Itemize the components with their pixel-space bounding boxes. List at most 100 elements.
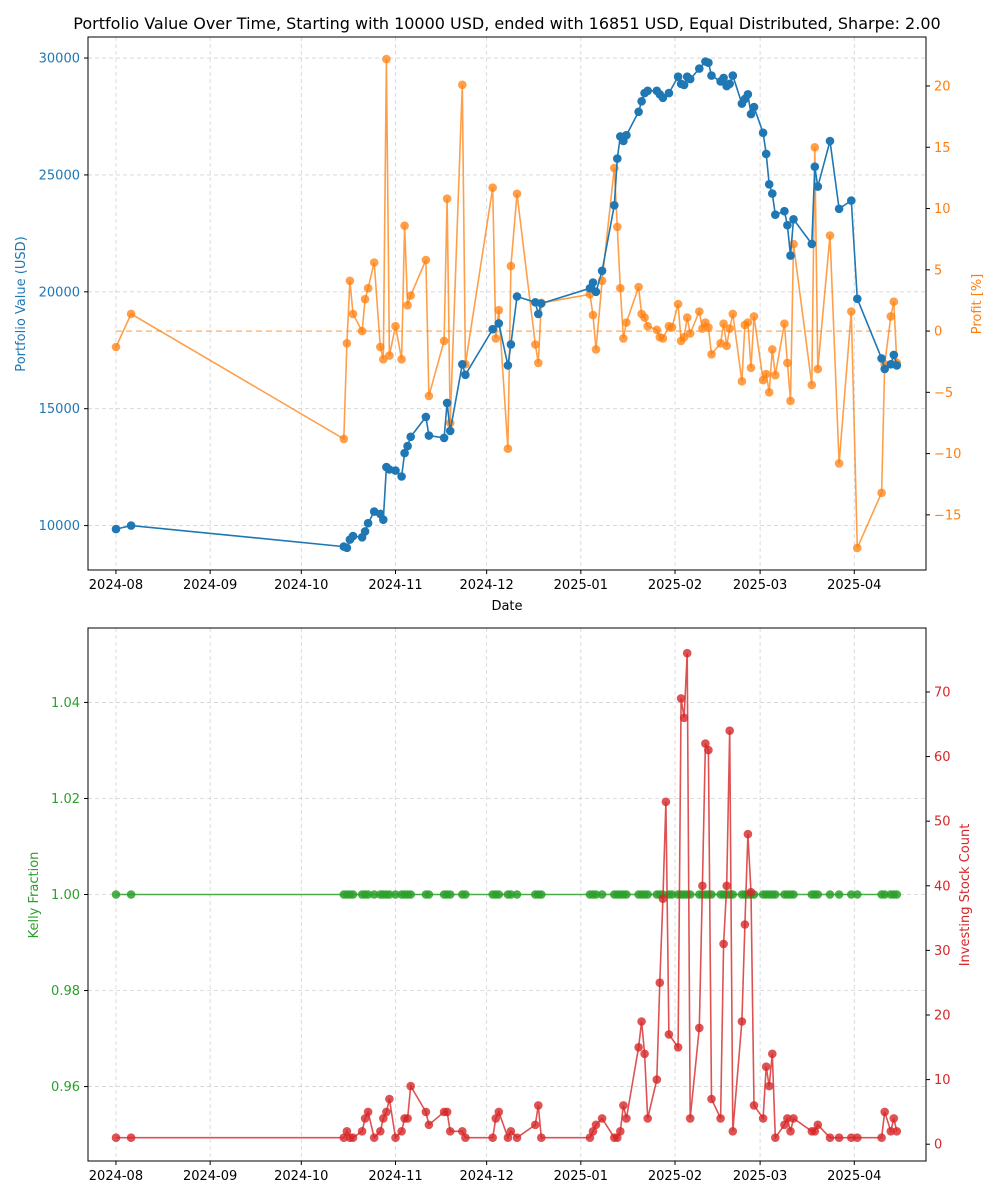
portfolio-series-point xyxy=(421,412,431,422)
portfolio-series-point xyxy=(786,251,795,260)
profit-series-point xyxy=(707,350,716,359)
profit-series-point xyxy=(889,297,899,307)
count-series-point xyxy=(397,1127,406,1136)
count-series-point xyxy=(728,1127,738,1136)
x-tick-label: 2024-11 xyxy=(368,578,422,593)
portfolio-series-point xyxy=(758,128,768,138)
profit-series-point xyxy=(825,231,835,240)
plot-frame xyxy=(87,627,927,1162)
portfolio-series-point xyxy=(503,361,513,370)
count-series-point xyxy=(652,1075,662,1084)
kelly-series-point xyxy=(406,890,416,899)
count-series-point xyxy=(640,1049,649,1059)
y-right-tick-label: 70 xyxy=(934,685,951,700)
portfolio-series-point xyxy=(707,71,716,80)
kelly-series-point xyxy=(771,890,780,899)
profit-series-point xyxy=(877,488,886,498)
kelly-series-point xyxy=(597,890,607,899)
portfolio-series-point xyxy=(458,360,467,369)
portfolio-series-point xyxy=(825,136,835,146)
profit-series-point xyxy=(503,444,513,454)
profit-series-point xyxy=(345,276,355,286)
portfolio-series-point xyxy=(834,204,844,214)
portfolio-series-point xyxy=(360,527,370,536)
profit-series-point xyxy=(667,323,677,332)
profit-series-point xyxy=(385,351,394,360)
count-series-point xyxy=(834,1133,844,1142)
count-series-point xyxy=(780,1120,789,1130)
profit-series-point xyxy=(783,358,792,368)
profit-series-point xyxy=(506,261,516,271)
portfolio-series-point xyxy=(363,518,373,528)
portfolio-series-point xyxy=(379,515,388,524)
profit-series-point xyxy=(746,363,756,373)
portfolio-series-point xyxy=(512,292,522,301)
portfolio-series-point xyxy=(679,80,689,90)
profit-series-point xyxy=(391,321,400,331)
y-left-label-portfolio: Portfolio Value (USD) xyxy=(14,236,29,371)
profit-series-point xyxy=(673,299,683,309)
y-right-tick-label: 20 xyxy=(934,80,951,95)
count-series-point xyxy=(616,1127,625,1136)
portfolio-series-point xyxy=(725,79,734,89)
y-right-label-count: Investing Stock Count xyxy=(958,824,973,967)
count-series-point xyxy=(622,1114,631,1123)
profit-series-point xyxy=(682,313,692,322)
count-series-point xyxy=(771,1133,780,1142)
portfolio-series-point xyxy=(658,93,668,103)
count-series-point xyxy=(877,1133,886,1142)
count-series-point xyxy=(722,881,731,891)
y-right-tick-label: −15 xyxy=(934,508,961,523)
portfolio-series-point xyxy=(461,370,470,380)
portfolio-series-point xyxy=(494,319,504,328)
count-series-point xyxy=(892,1127,902,1136)
y-right-tick-label: −10 xyxy=(934,447,961,462)
kelly-series-point xyxy=(789,890,798,899)
portfolio-series-point xyxy=(789,215,798,224)
profit-series-point xyxy=(439,336,449,346)
portfolio-series-point xyxy=(695,64,704,73)
x-tick-label: 2024-08 xyxy=(89,578,143,593)
profit-series-point xyxy=(534,358,543,368)
profit-series-point xyxy=(619,334,628,343)
count-series-point xyxy=(880,1107,889,1117)
portfolio-series-point xyxy=(424,431,434,440)
count-series-point xyxy=(403,1114,412,1123)
profit-series-point xyxy=(658,334,668,343)
portfolio-series-point xyxy=(342,543,352,553)
y-right-tick-label: 10 xyxy=(934,202,951,217)
count-series-point xyxy=(768,1049,777,1059)
profit-series-point xyxy=(695,307,704,316)
count-series-point xyxy=(749,1101,759,1110)
x-tick-label: 2025-03 xyxy=(733,1169,787,1184)
y-left-tick-label: 0.98 xyxy=(51,984,80,999)
profit-series-point xyxy=(719,319,728,329)
x-axis-label: Date xyxy=(491,599,522,614)
count-series-point xyxy=(494,1107,504,1117)
portfolio-series-point xyxy=(807,239,817,249)
portfolio-series-point xyxy=(111,524,121,534)
count-series-point xyxy=(758,1114,768,1123)
count-series-point xyxy=(613,1133,622,1142)
kelly-series-point xyxy=(369,890,379,899)
kelly-series-point xyxy=(512,890,522,899)
portfolio-series-point xyxy=(780,206,789,216)
y-right-tick-label: 50 xyxy=(934,815,951,830)
portfolio-series-point xyxy=(445,426,455,436)
profit-series-point xyxy=(400,221,409,230)
count-series-point xyxy=(853,1133,862,1142)
kelly-series-point xyxy=(506,890,516,899)
kelly-series-point xyxy=(685,890,695,899)
kelly-series-point xyxy=(445,890,455,899)
profit-series-point xyxy=(622,318,631,327)
kelly-series-point xyxy=(111,890,121,899)
profit-series-point xyxy=(613,222,622,232)
count-series-point xyxy=(740,920,750,929)
count-series-point xyxy=(421,1107,431,1117)
count-series-point xyxy=(679,713,689,723)
count-series-point xyxy=(761,1062,771,1071)
portfolio-series-point xyxy=(643,86,652,96)
count-series-point xyxy=(764,1081,774,1091)
